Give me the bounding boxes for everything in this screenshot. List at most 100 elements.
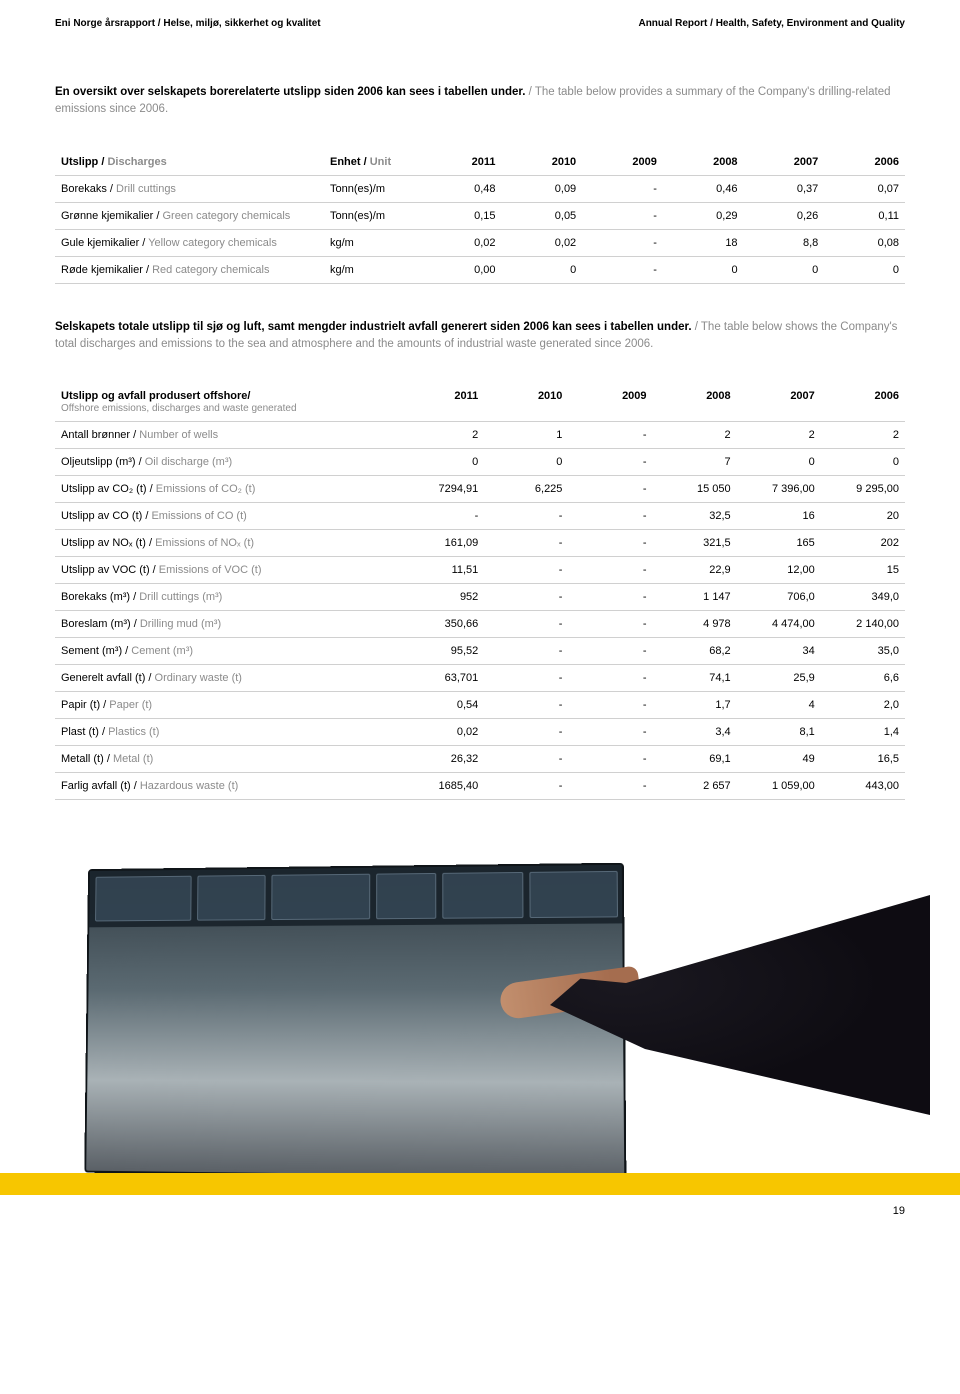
row-label: Utslipp av NOₓ (t) / Emissions of NOₓ (t… [55, 530, 400, 557]
t1-year: 2011 [421, 149, 502, 176]
row-value: 2 657 [653, 773, 737, 800]
row-value: - [582, 175, 663, 202]
screen-panel [529, 871, 618, 918]
row-value: - [582, 229, 663, 256]
row-value: 11,51 [400, 557, 484, 584]
table-row: Grønne kjemikalier / Green category chem… [55, 202, 905, 229]
row-value: - [484, 692, 568, 719]
table-row: Borekaks / Drill cuttingsTonn(es)/m0,480… [55, 175, 905, 202]
row-value: - [400, 503, 484, 530]
t2-h-title: Utslipp og avfall produsert offshore/ Of… [55, 383, 400, 422]
row-value: - [484, 557, 568, 584]
t1-year: 2010 [502, 149, 583, 176]
row-label: Utslipp av CO (t) / Emissions of CO (t) [55, 503, 400, 530]
t2-year: 2006 [821, 383, 905, 422]
row-value: 7294,91 [400, 476, 484, 503]
row-value: - [568, 449, 652, 476]
table-row: Gule kjemikalier / Yellow category chemi… [55, 229, 905, 256]
row-label: Oljeutslipp (m³) / Oil discharge (m³) [55, 449, 400, 476]
yellow-accent-bar [0, 1173, 960, 1195]
row-value: 2 [821, 422, 905, 449]
row-value: 2 [400, 422, 484, 449]
row-value: 16,5 [821, 746, 905, 773]
row-value: 349,0 [821, 584, 905, 611]
row-value: 2 140,00 [821, 611, 905, 638]
row-label: Sement (m³) / Cement (m³) [55, 638, 400, 665]
row-value: 20 [821, 503, 905, 530]
row-value: 2 [653, 422, 737, 449]
screen-panel [376, 873, 436, 919]
row-value: - [568, 719, 652, 746]
t1-year: 2007 [744, 149, 825, 176]
row-value: - [568, 692, 652, 719]
row-value: 69,1 [653, 746, 737, 773]
row-value: 165 [737, 530, 821, 557]
row-value: 4 474,00 [737, 611, 821, 638]
table-row: Utslipp av VOC (t) / Emissions of VOC (t… [55, 557, 905, 584]
row-value: 1 059,00 [737, 773, 821, 800]
table-row: Utslipp av CO (t) / Emissions of CO (t)-… [55, 503, 905, 530]
row-value: 1,4 [821, 719, 905, 746]
row-value: 7 396,00 [737, 476, 821, 503]
row-value: 6,6 [821, 665, 905, 692]
row-value: 161,09 [400, 530, 484, 557]
row-value: - [484, 503, 568, 530]
row-value: 0,02 [421, 229, 502, 256]
t1-h-unit: Enhet / Unit [324, 149, 421, 176]
row-value: - [568, 557, 652, 584]
t2-year: 2011 [400, 383, 484, 422]
row-value: 26,32 [400, 746, 484, 773]
row-label: Utslipp av CO₂ (t) / Emissions of CO₂ (t… [55, 476, 400, 503]
row-label: Metall (t) / Metal (t) [55, 746, 400, 773]
row-value: 0 [824, 256, 905, 283]
row-value: 0,29 [663, 202, 744, 229]
row-value: - [568, 611, 652, 638]
t2-year: 2010 [484, 383, 568, 422]
table-row: Oljeutslipp (m³) / Oil discharge (m³)00-… [55, 449, 905, 476]
row-value: 95,52 [400, 638, 484, 665]
row-value: 25,9 [737, 665, 821, 692]
row-value: - [568, 773, 652, 800]
row-value: - [582, 202, 663, 229]
screen-panel [442, 872, 523, 919]
row-value: 0,15 [421, 202, 502, 229]
row-value: 0 [400, 449, 484, 476]
screen-panel [197, 875, 266, 921]
t2-year: 2009 [568, 383, 652, 422]
row-value: 0,46 [663, 175, 744, 202]
row-value: - [484, 719, 568, 746]
intro-paragraph-1: En oversikt over selskapets borerelatert… [55, 84, 905, 119]
row-value: 0,48 [421, 175, 502, 202]
t1-year: 2009 [582, 149, 663, 176]
row-label: Borekaks (m³) / Drill cuttings (m³) [55, 584, 400, 611]
row-value: 443,00 [821, 773, 905, 800]
table-row: Papir (t) / Paper (t)0,54--1,742,0 [55, 692, 905, 719]
t1-h0-bold: Utslipp / [61, 156, 107, 168]
row-value: 0 [737, 449, 821, 476]
row-unit: Tonn(es)/m [324, 175, 421, 202]
row-value: 0,37 [744, 175, 825, 202]
table-row: Antall brønner / Number of wells21-222 [55, 422, 905, 449]
row-value: - [568, 530, 652, 557]
row-value: - [484, 773, 568, 800]
row-value: 8,8 [744, 229, 825, 256]
screen-panel [271, 874, 370, 920]
table-row: Sement (m³) / Cement (m³)95,52--68,23435… [55, 638, 905, 665]
header-right: Annual Report / Health, Safety, Environm… [638, 18, 905, 29]
row-label: Farlig avfall (t) / Hazardous waste (t) [55, 773, 400, 800]
row-value: 1 [484, 422, 568, 449]
row-value: 0,26 [744, 202, 825, 229]
row-value: - [568, 503, 652, 530]
screen-topbar [89, 865, 622, 928]
row-value: 0 [484, 449, 568, 476]
page-number: 19 [0, 1195, 960, 1237]
row-label: Utslipp av VOC (t) / Emissions of VOC (t… [55, 557, 400, 584]
row-value: - [484, 746, 568, 773]
header-left: Eni Norge årsrapport / Helse, miljø, sik… [55, 18, 321, 29]
t2-year: 2007 [737, 383, 821, 422]
row-value: 706,0 [737, 584, 821, 611]
row-unit: kg/m [324, 256, 421, 283]
row-value: - [484, 611, 568, 638]
row-label: Papir (t) / Paper (t) [55, 692, 400, 719]
row-value: 952 [400, 584, 484, 611]
